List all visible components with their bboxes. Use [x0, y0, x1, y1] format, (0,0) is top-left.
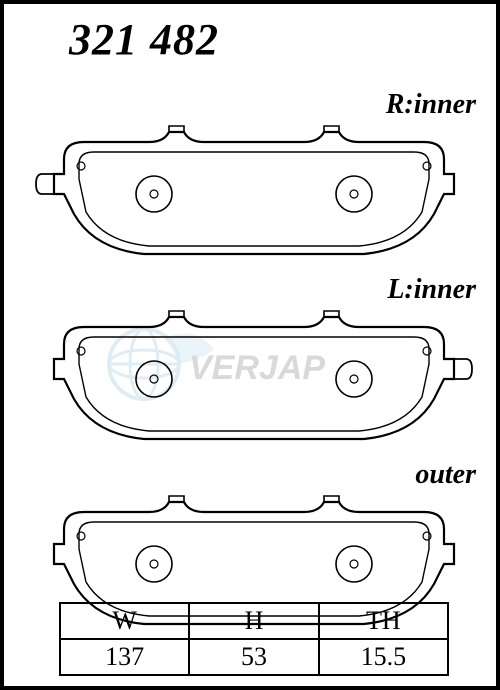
- pad-label-r-inner: R:inner: [386, 89, 476, 121]
- brake-pad-l-inner: [34, 309, 474, 449]
- header-th: TH: [319, 603, 448, 639]
- value-h: 53: [189, 639, 318, 675]
- table-row-values: 137 53 15.5: [60, 639, 448, 675]
- value-w: 137: [60, 639, 189, 675]
- pad-label-l-inner: L:inner: [387, 274, 476, 306]
- part-number-title: 321 482: [69, 14, 219, 65]
- header-h: H: [189, 603, 318, 639]
- value-th: 15.5: [319, 639, 448, 675]
- brake-pad-r-inner: [34, 124, 474, 264]
- dimensions-table: W H TH 137 53 15.5: [59, 602, 449, 676]
- pad-label-outer: outer: [415, 459, 476, 491]
- header-w: W: [60, 603, 189, 639]
- table-row-headers: W H TH: [60, 603, 448, 639]
